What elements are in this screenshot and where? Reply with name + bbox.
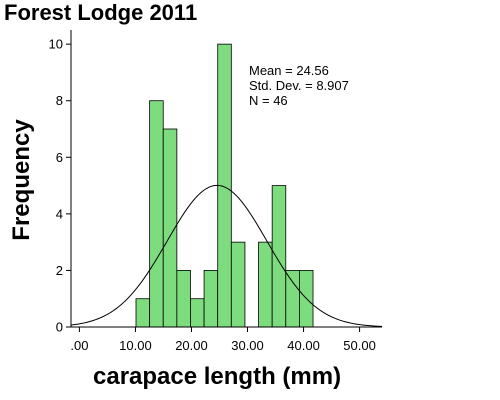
y-tick-label: 2 <box>56 263 63 278</box>
y-tick-label: 4 <box>56 206 63 221</box>
x-tick-label: 40.00 <box>287 338 320 353</box>
normal-curve <box>70 184 383 327</box>
x-tick-label: .00 <box>70 338 88 353</box>
y-tick-label: 8 <box>56 93 63 108</box>
x-axis-label: carapace length (mm) <box>93 363 342 390</box>
bars-layer <box>135 43 314 328</box>
y-tick-label: 0 <box>56 320 63 335</box>
stat-sd-label: Std. Dev. = 8.907 <box>249 78 349 93</box>
stat-mean-label: Mean = 24.56 <box>249 63 329 78</box>
histogram-bar <box>258 241 273 328</box>
stat-n-label: N = 46 <box>249 93 288 108</box>
histogram-bar <box>285 270 300 328</box>
histogram-bar <box>176 270 191 328</box>
x-tick-label: 50.00 <box>343 338 376 353</box>
curve-layer <box>70 184 383 327</box>
x-tick-label: 20.00 <box>175 338 208 353</box>
histogram-bar <box>271 185 287 328</box>
histogram-bar <box>203 270 219 328</box>
x-tick-label: 30.00 <box>231 338 264 353</box>
y-tick-label: 10 <box>49 37 63 52</box>
histogram-bar <box>190 298 205 328</box>
x-tick-label: 10.00 <box>119 338 152 353</box>
histogram-bar <box>135 298 151 328</box>
histogram-bar <box>230 241 246 328</box>
y-tick-label: 6 <box>56 150 63 165</box>
chart-title: Forest Lodge 2011 <box>4 0 198 25</box>
histogram-bar <box>149 100 164 328</box>
